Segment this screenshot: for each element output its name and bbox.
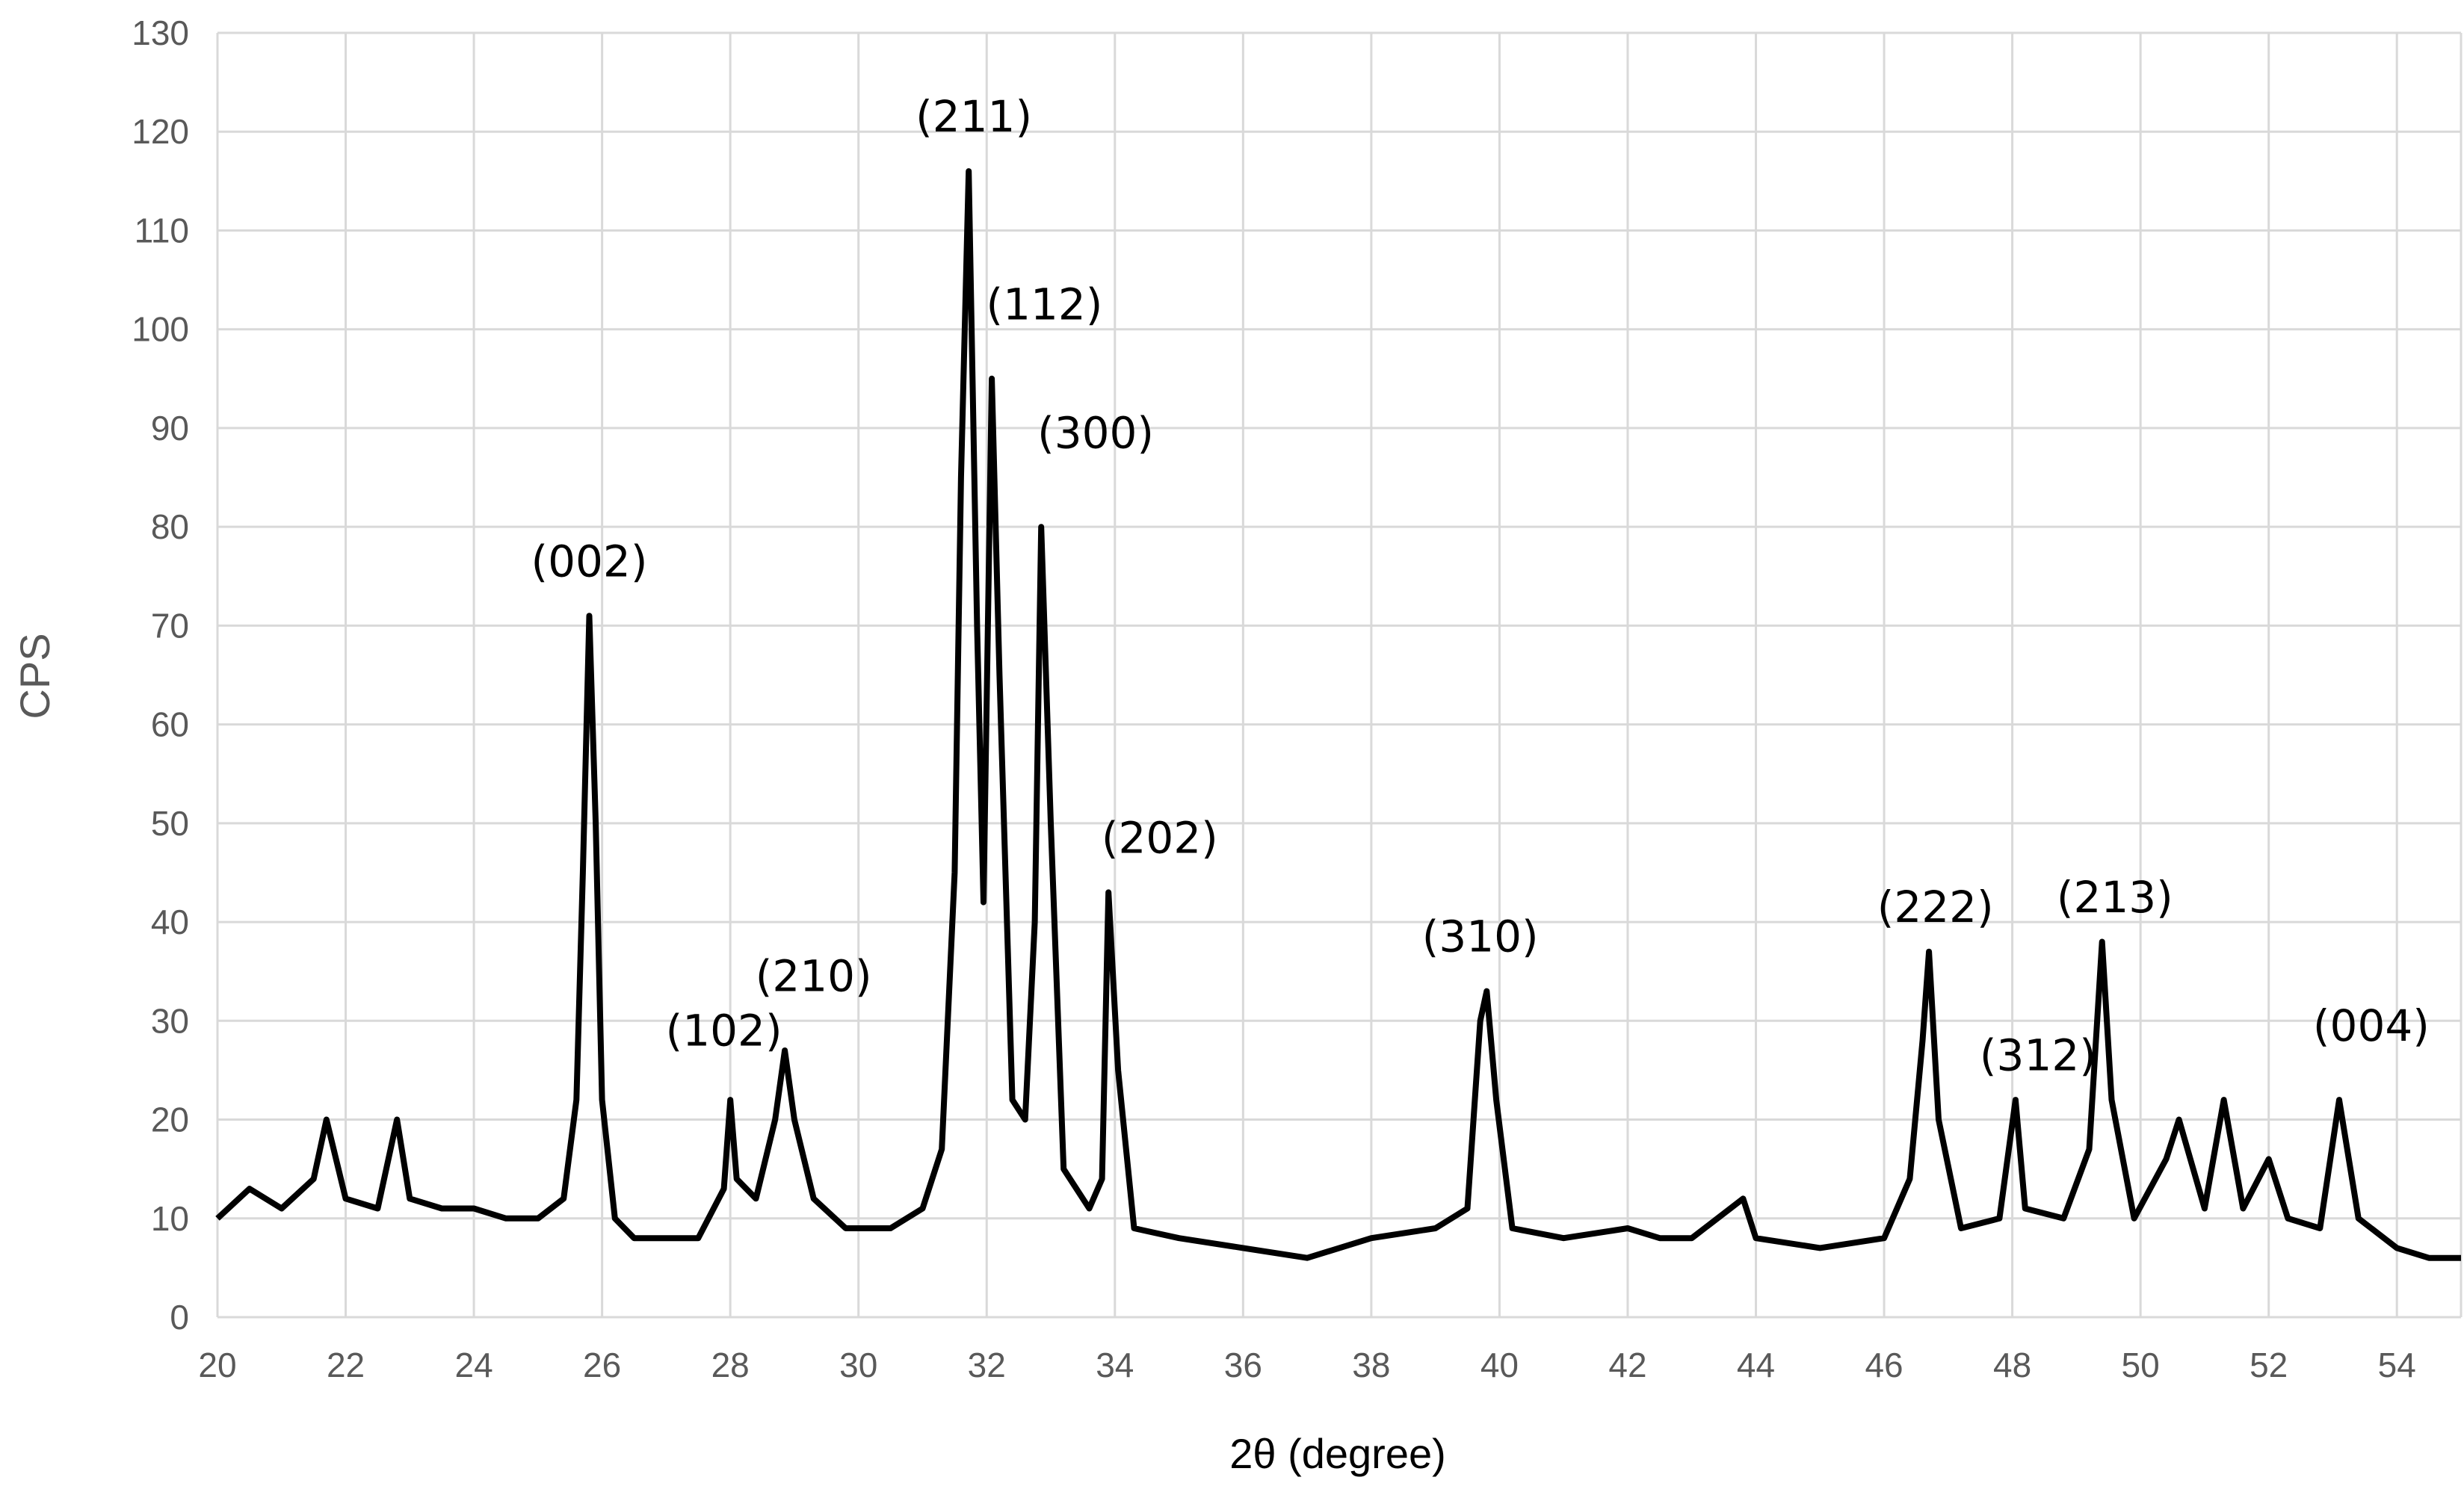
y-tick-label: 0: [170, 1298, 189, 1337]
x-tick-label: 34: [1096, 1346, 1134, 1384]
x-tick-label: 50: [2122, 1346, 2160, 1384]
x-tick-label: 28: [711, 1346, 750, 1384]
y-tick-label: 10: [151, 1199, 189, 1238]
y-tick-label: 40: [151, 903, 189, 941]
peak-label: (002): [531, 536, 647, 586]
peak-label: (213): [2057, 872, 2173, 923]
x-tick-label: 44: [1737, 1346, 1775, 1384]
x-tick-label: 48: [1993, 1346, 2031, 1384]
xrd-trace-line: [215, 168, 2461, 1261]
x-tick-label: 54: [2378, 1346, 2416, 1384]
peak-label: (222): [1877, 882, 1994, 932]
gridlines: [216, 31, 2463, 1319]
x-tick-label: 24: [454, 1346, 493, 1384]
x-tick-label: 32: [968, 1346, 1006, 1384]
y-tick-label: 70: [151, 606, 189, 645]
x-tick-label: 30: [839, 1346, 877, 1384]
y-tick-label: 110: [135, 211, 189, 250]
x-axis-title: 2θ (degree): [1229, 1430, 1446, 1477]
peak-labels: (002) (102)(210) (211) (112) (300) (202) (310)…: [531, 91, 2429, 1080]
peak-label: (310): [1422, 911, 1539, 962]
x-tick-labels: 20 22 24 26 28 30 32 34 36 38 40 42 44 46 48 50 52 54: [198, 1346, 2415, 1384]
y-tick-label: 50: [151, 804, 189, 843]
x-tick-label: 22: [327, 1346, 365, 1384]
peak-label: (210): [756, 951, 872, 1002]
peak-label: (102): [666, 1005, 782, 1056]
peak-label: (202): [1102, 813, 1218, 864]
y-tick-label: 30: [151, 1001, 189, 1040]
x-tick-label: 38: [1352, 1346, 1390, 1384]
x-tick-label: 40: [1480, 1346, 1519, 1384]
peak-label: (112): [986, 279, 1102, 329]
y-tick-label: 80: [151, 507, 189, 546]
y-axis-title: CPS: [11, 633, 58, 719]
x-tick-label: 52: [2250, 1346, 2288, 1384]
x-tick-label: 20: [198, 1346, 236, 1384]
y-tick-label: 100: [132, 310, 189, 349]
y-tick-label: 130: [132, 13, 189, 52]
trace-layer: [215, 168, 2461, 1261]
peak-label: (004): [2313, 1000, 2430, 1051]
peak-label: (312): [1980, 1030, 2096, 1080]
x-tick-label: 46: [1865, 1346, 1903, 1384]
y-tick-label: 120: [132, 112, 189, 151]
y-tick-labels: 0 10 20 30 40 50 60 70 80 90 100 110 120 130: [132, 13, 189, 1337]
peak-label: (211): [915, 91, 1032, 142]
x-tick-label: 26: [583, 1346, 621, 1384]
y-tick-label: 90: [151, 409, 189, 448]
y-tick-label: 20: [151, 1101, 189, 1139]
peak-label: (300): [1037, 407, 1154, 458]
y-tick-label: 60: [151, 705, 189, 744]
x-tick-label: 42: [1608, 1346, 1646, 1384]
x-tick-label: 36: [1224, 1346, 1262, 1384]
